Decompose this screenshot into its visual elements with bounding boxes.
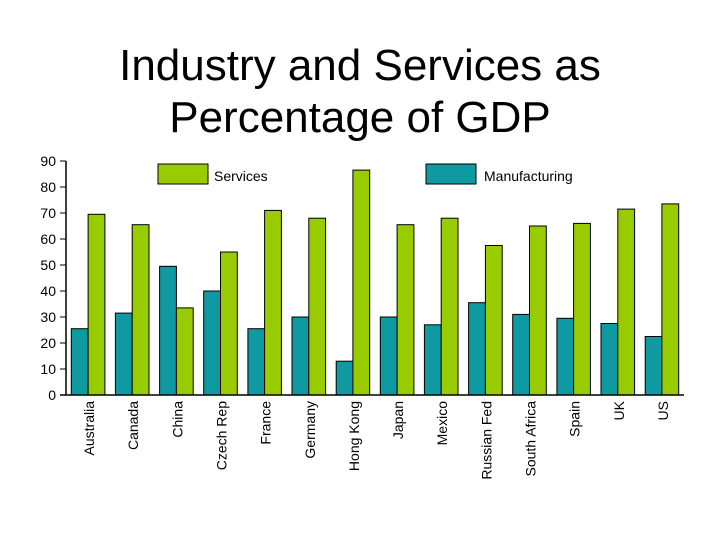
bar-services-hong-kong <box>352 169 371 396</box>
chart-title-line-1: Industry and Services as <box>119 41 601 90</box>
bar-services-france <box>264 209 282 396</box>
legend: Services Manufacturing <box>157 163 573 185</box>
bar-manufacturing-czech-rep <box>203 290 221 396</box>
legend-swatch-manufacturing <box>425 163 477 185</box>
bar-manufacturing-mexico <box>423 324 442 396</box>
x-tick-label: Australia <box>81 401 97 456</box>
bar-manufacturing-spain <box>556 317 575 396</box>
bar-services-japan <box>396 224 415 396</box>
bar-services-us <box>661 203 680 396</box>
y-tick-label: 60 <box>40 231 56 247</box>
bar-manufacturing-south-africa <box>512 313 531 396</box>
bar-services-south-africa <box>529 225 547 396</box>
bar-manufacturing-hong-kong <box>335 360 354 396</box>
bar-services-china <box>175 307 194 396</box>
bar-services-spain <box>573 222 591 396</box>
x-tick-label: Japan <box>390 401 406 439</box>
chart-title-line-2: Percentage of GDP <box>169 93 551 142</box>
bars-group <box>70 169 680 396</box>
bar-services-czech-rep <box>220 251 238 396</box>
y-tick-label: 30 <box>40 309 56 325</box>
bar-manufacturing-japan <box>379 316 398 396</box>
axes-group: Australia Canada China Czech Rep France Germa… <box>40 153 684 480</box>
bar-manufacturing-germany <box>291 316 310 396</box>
bar-manufacturing-us <box>644 336 663 396</box>
bar-services-russian-fed <box>484 245 503 396</box>
legend-label-manufacturing: Manufacturing <box>484 168 573 184</box>
y-tick-label: 80 <box>40 179 56 195</box>
bar-services-mexico <box>440 217 459 396</box>
legend-label-services: Services <box>214 168 268 184</box>
y-tick-label: 90 <box>40 153 56 169</box>
x-tick-label: Czech Rep <box>214 401 230 470</box>
x-tick-label: France <box>258 401 274 445</box>
x-tick-label: Spain <box>567 401 583 437</box>
bar-services-australia <box>87 213 106 396</box>
bar-services-uk <box>617 208 636 396</box>
x-tick-label: Canada <box>125 401 141 450</box>
y-tick-label: 10 <box>40 361 56 377</box>
x-tick-label: Mexico <box>434 401 450 446</box>
x-tick-label: China <box>169 401 185 438</box>
bar-manufacturing-uk <box>600 323 619 396</box>
legend-swatch-services <box>157 163 209 185</box>
bar-manufacturing-canada <box>114 312 133 396</box>
bar-services-germany <box>308 217 327 396</box>
x-tick-label: UK <box>611 400 627 420</box>
chart-title: Industry and Services as Percentage of G… <box>0 40 720 144</box>
y-tick-label: 40 <box>40 283 56 299</box>
bar-manufacturing-russian-fed <box>468 302 486 396</box>
bar-services-canada <box>131 224 150 396</box>
x-tick-label: Hong Kong <box>346 401 362 471</box>
bar-manufacturing-australia <box>70 328 89 396</box>
x-tick-label: Germany <box>302 401 318 459</box>
x-tick-label: South Africa <box>523 401 539 477</box>
bar-manufacturing-china <box>159 265 177 396</box>
y-tick-label: 70 <box>40 205 56 221</box>
y-tick-label: 20 <box>40 335 56 351</box>
x-tick-label: US <box>655 401 671 420</box>
y-tick-label: 0 <box>48 387 56 403</box>
y-tick-label: 50 <box>40 257 56 273</box>
bar-manufacturing-france <box>247 328 266 396</box>
x-tick-label: Russian Fed <box>478 401 494 480</box>
